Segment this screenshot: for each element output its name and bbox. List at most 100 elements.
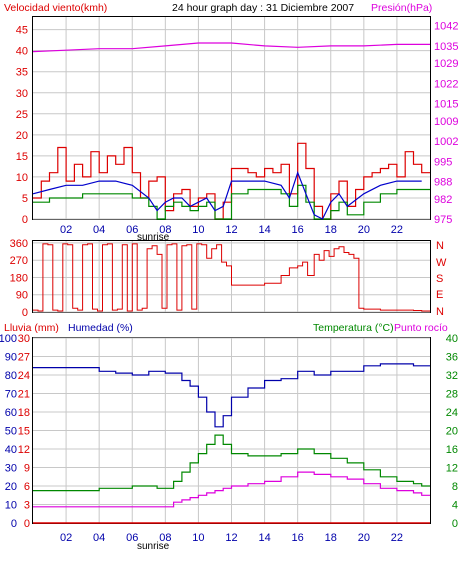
pressure-y-tick-label: 995 bbox=[434, 156, 452, 168]
pressure-y-tick-label: 1042 bbox=[434, 21, 458, 33]
x-tick-label-top: 20 bbox=[358, 224, 370, 236]
humidity-y-tick-label: 30 bbox=[5, 463, 17, 475]
rain-axis-label: Lluvia (mm) bbox=[4, 322, 59, 334]
pressure-y-tick-label: 988 bbox=[434, 176, 452, 188]
humidity-y-tick-label: 50 bbox=[5, 426, 17, 438]
humidity-y-tick-label: 10 bbox=[5, 500, 17, 512]
temperature-y-tick-label: 4 bbox=[452, 500, 458, 512]
rain-y-tick-label: 15 bbox=[18, 426, 30, 438]
direction-y-tick-label: 0 bbox=[22, 307, 28, 319]
humidity-series bbox=[33, 363, 430, 428]
direction-y-tick-label: 270 bbox=[10, 255, 28, 267]
dewpoint-series bbox=[33, 471, 430, 508]
pressure-y-tick-label: 975 bbox=[434, 214, 452, 226]
x-tick-label-bottom: 18 bbox=[325, 532, 337, 544]
temperature-y-tick-label: 12 bbox=[446, 463, 458, 475]
wind-y-tick-label: 45 bbox=[16, 25, 28, 37]
x-tick-label-top: 02 bbox=[60, 224, 72, 236]
x-tick-label-bottom: 14 bbox=[258, 532, 270, 544]
chart-title: 24 hour graph day : 31 Diciembre 2007 bbox=[172, 2, 354, 14]
temperature-y-tick-label: 24 bbox=[446, 407, 458, 419]
pressure-y-tick-label: 1009 bbox=[434, 116, 458, 128]
x-tick-label-bottom: 12 bbox=[225, 532, 237, 544]
wind-min-series bbox=[33, 184, 430, 220]
humidity-y-tick-label: 100 bbox=[0, 333, 17, 345]
pressure-y-tick-label: 1022 bbox=[434, 78, 458, 90]
rain-y-tick-label: 6 bbox=[24, 481, 30, 493]
x-tick-label-top: 16 bbox=[292, 224, 304, 236]
x-tick-label-top: 12 bbox=[225, 224, 237, 236]
wind-y-tick-label: 40 bbox=[16, 46, 28, 58]
temperature-y-tick-label: 36 bbox=[446, 352, 458, 364]
pressure-y-tick-label: 1002 bbox=[434, 136, 458, 148]
direction-y-tick-label: 360 bbox=[10, 238, 28, 250]
wind-y-tick-label: 5 bbox=[22, 193, 28, 205]
wind-y-tick-label: 30 bbox=[16, 88, 28, 100]
rain-y-tick-label: 18 bbox=[18, 407, 30, 419]
temperature-y-tick-label: 0 bbox=[452, 518, 458, 530]
x-tick-label-bottom: 02 bbox=[60, 532, 72, 544]
wind-y-tick-label: 20 bbox=[16, 130, 28, 142]
temperature-series bbox=[33, 434, 430, 492]
wind-y-tick-label: 10 bbox=[16, 172, 28, 184]
x-tick-label-bottom: 22 bbox=[391, 532, 403, 544]
rain-y-tick-label: 0 bbox=[24, 518, 30, 530]
temperature-y-tick-label: 32 bbox=[446, 370, 458, 382]
x-tick-label-bottom: 16 bbox=[292, 532, 304, 544]
compass-tick-label: E bbox=[436, 289, 443, 301]
wind-y-tick-label: 35 bbox=[16, 67, 28, 79]
rain-y-tick-label: 24 bbox=[18, 370, 30, 382]
pressure-y-tick-label: 1035 bbox=[434, 41, 458, 53]
rain-y-tick-label: 30 bbox=[18, 333, 30, 345]
wind-direction-series bbox=[33, 243, 430, 312]
x-tick-label-top: 10 bbox=[192, 224, 204, 236]
compass-tick-label: S bbox=[436, 273, 443, 285]
x-tick-label-bottom: 08 bbox=[159, 532, 171, 544]
compass-tick-label: W bbox=[436, 257, 447, 269]
temperature-y-tick-label: 40 bbox=[446, 333, 458, 345]
humidity-y-tick-label: 70 bbox=[5, 389, 17, 401]
rain-y-tick-label: 27 bbox=[18, 352, 30, 364]
grid-lines bbox=[33, 17, 430, 524]
pressure-series bbox=[32, 42, 430, 53]
direction-y-tick-label: 90 bbox=[16, 290, 28, 302]
wind-y-tick-label: 0 bbox=[22, 214, 28, 226]
temperature-y-tick-label: 16 bbox=[446, 444, 458, 456]
pressure-axis-label: Presión(hPa) bbox=[371, 2, 432, 14]
x-tick-label-top: 08 bbox=[159, 224, 171, 236]
humidity-y-tick-label: 20 bbox=[5, 481, 17, 493]
x-tick-label-top: 18 bbox=[325, 224, 337, 236]
rain-y-tick-label: 21 bbox=[18, 389, 30, 401]
series-layer bbox=[32, 42, 430, 524]
tick-labels: 0202040406060808101012121414161618182020… bbox=[0, 21, 458, 544]
humidity-y-tick-label: 0 bbox=[11, 518, 17, 530]
humidity-y-tick-label: 60 bbox=[5, 407, 17, 419]
sunrise-label-bottom: sunrise bbox=[137, 541, 170, 552]
temperature-axis-label: Temperatura (°C) bbox=[313, 322, 394, 334]
x-tick-label-top: 04 bbox=[93, 224, 105, 236]
x-tick-label-bottom: 20 bbox=[358, 532, 370, 544]
direction-y-tick-label: 180 bbox=[10, 272, 28, 284]
sunrise-label-top: sunrise bbox=[137, 232, 170, 243]
rain-y-tick-label: 12 bbox=[18, 444, 30, 456]
temperature-y-tick-label: 8 bbox=[452, 481, 458, 493]
pressure-y-tick-label: 1015 bbox=[434, 99, 458, 111]
x-tick-label-top: 22 bbox=[391, 224, 403, 236]
humidity-y-tick-label: 90 bbox=[5, 352, 17, 364]
pressure-y-tick-label: 1029 bbox=[434, 58, 458, 70]
wind-y-tick-label: 15 bbox=[16, 151, 28, 163]
wind-average-series bbox=[32, 170, 422, 220]
temperature-y-tick-label: 28 bbox=[446, 389, 458, 401]
wind-speed-axis-label: Velocidad viento(kmh) bbox=[4, 2, 107, 14]
pressure-y-tick-label: 982 bbox=[434, 194, 452, 206]
humidity-axis-label: Humedad (%) bbox=[68, 322, 133, 334]
rain-y-tick-label: 9 bbox=[24, 463, 30, 475]
compass-tick-label: N bbox=[436, 306, 444, 318]
rain-y-tick-label: 3 bbox=[24, 500, 30, 512]
compass-tick-label: N bbox=[436, 240, 444, 252]
x-tick-label-top: 14 bbox=[258, 224, 270, 236]
x-tick-label-bottom: 06 bbox=[126, 532, 138, 544]
x-tick-label-bottom: 10 bbox=[192, 532, 204, 544]
